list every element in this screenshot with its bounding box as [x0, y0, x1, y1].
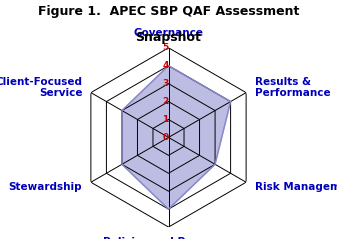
- Text: 3: 3: [162, 79, 168, 88]
- Text: Figure 1.  APEC SBP QAF Assessment: Figure 1. APEC SBP QAF Assessment: [38, 5, 299, 18]
- Text: 1: 1: [162, 115, 168, 124]
- Text: Client-Focused
Service: Client-Focused Service: [0, 77, 82, 98]
- Text: Policies and Programs: Policies and Programs: [103, 237, 234, 239]
- Polygon shape: [122, 66, 231, 209]
- Text: Stewardship: Stewardship: [9, 182, 82, 192]
- Text: Risk Management: Risk Management: [255, 182, 337, 192]
- Text: Snapshot: Snapshot: [135, 31, 202, 44]
- Text: Results &
Performance: Results & Performance: [255, 77, 330, 98]
- Text: 0: 0: [162, 133, 168, 142]
- Text: 4: 4: [162, 61, 168, 70]
- Text: 5: 5: [162, 43, 168, 52]
- Text: Governance: Governance: [133, 28, 204, 38]
- Text: 2: 2: [162, 97, 168, 106]
